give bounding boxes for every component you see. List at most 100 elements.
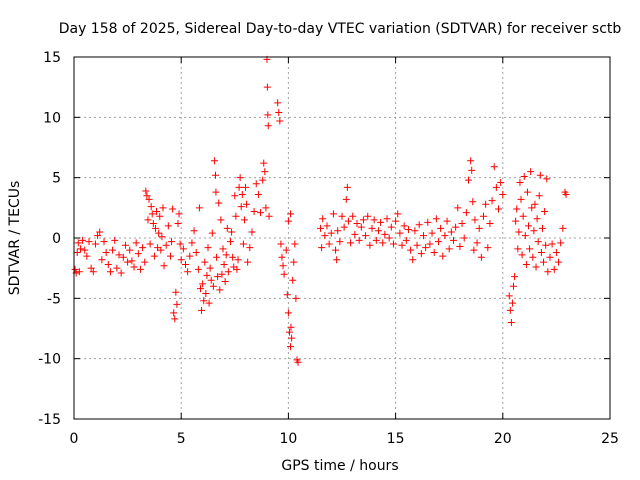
data-point (244, 258, 252, 266)
data-point (162, 241, 170, 249)
data-point (541, 207, 549, 215)
data-point (149, 220, 157, 228)
data-point (176, 240, 184, 248)
data-point (409, 256, 417, 264)
data-point (243, 200, 251, 208)
data-point (291, 240, 299, 248)
data-point (130, 263, 138, 271)
data-point (396, 229, 404, 237)
data-point (467, 157, 475, 165)
data-point (492, 183, 500, 191)
data-point (456, 242, 464, 250)
data-point (544, 268, 552, 276)
data-point (212, 171, 220, 179)
data-point (351, 230, 359, 238)
data-point (385, 234, 393, 242)
data-point (530, 227, 538, 235)
data-point (353, 220, 361, 228)
data-point (535, 192, 543, 200)
data-point (521, 232, 529, 240)
data-point (482, 200, 490, 208)
data-point (274, 99, 282, 107)
data-point (179, 245, 187, 253)
data-point (289, 276, 297, 284)
data-point (238, 191, 246, 199)
data-point (417, 250, 425, 258)
data-point (229, 253, 237, 261)
data-point (196, 285, 204, 293)
data-point (257, 209, 265, 217)
data-point (234, 256, 242, 264)
data-point (525, 222, 533, 230)
data-point (113, 264, 121, 272)
data-point (144, 216, 152, 224)
data-point (85, 238, 93, 246)
plot-frame (73, 56, 611, 420)
data-point (329, 210, 337, 218)
data-point (194, 265, 202, 273)
data-point (111, 236, 119, 244)
data-point (462, 209, 470, 217)
data-point (195, 204, 203, 212)
data-point (548, 240, 556, 248)
data-point (75, 268, 83, 276)
data-point (76, 245, 84, 253)
data-point (333, 256, 341, 264)
data-point (445, 245, 453, 253)
data-point (166, 252, 174, 260)
data-point (115, 251, 123, 259)
data-point (262, 204, 270, 212)
data-point (287, 343, 295, 351)
data-point (100, 238, 108, 246)
data-point (215, 199, 223, 207)
data-point (392, 217, 400, 225)
data-point (557, 239, 565, 247)
data-point (250, 207, 258, 215)
data-point (318, 244, 326, 252)
data-point (213, 253, 221, 261)
data-point (186, 252, 194, 260)
data-point (282, 246, 290, 254)
data-point (536, 171, 544, 179)
data-point (136, 265, 144, 273)
data-point (528, 204, 536, 212)
data-point (520, 172, 528, 180)
data-point (265, 212, 273, 220)
data-point (106, 268, 114, 276)
data-point (208, 229, 216, 237)
data-point (471, 216, 479, 224)
data-point (480, 212, 488, 220)
data-point (473, 239, 481, 247)
data-point (205, 299, 213, 307)
data-point (344, 217, 352, 225)
data-point (555, 258, 563, 266)
data-point (145, 195, 153, 203)
x-tick-label: 20 (494, 431, 512, 447)
data-point (290, 258, 298, 266)
data-point (254, 191, 262, 199)
data-point (147, 203, 155, 211)
data-point (510, 282, 518, 290)
data-point (340, 223, 348, 231)
data-point (98, 256, 106, 264)
data-point (228, 228, 236, 236)
data-point (285, 328, 293, 336)
data-point (217, 216, 225, 224)
data-point (128, 257, 136, 265)
data-point (146, 240, 154, 248)
data-point (104, 261, 112, 269)
data-point (532, 263, 540, 271)
data-point (157, 246, 165, 254)
y-axis-label: SDTVAR / TECUs (7, 181, 23, 296)
data-point (468, 166, 476, 174)
data-point (169, 205, 177, 213)
data-point (94, 232, 102, 240)
data-point (366, 241, 374, 249)
data-point (484, 244, 492, 252)
data-point (439, 252, 447, 260)
data-point (317, 224, 325, 232)
data-point (168, 238, 176, 246)
data-point (537, 248, 545, 256)
data-point (121, 241, 129, 249)
data-point (515, 228, 523, 236)
